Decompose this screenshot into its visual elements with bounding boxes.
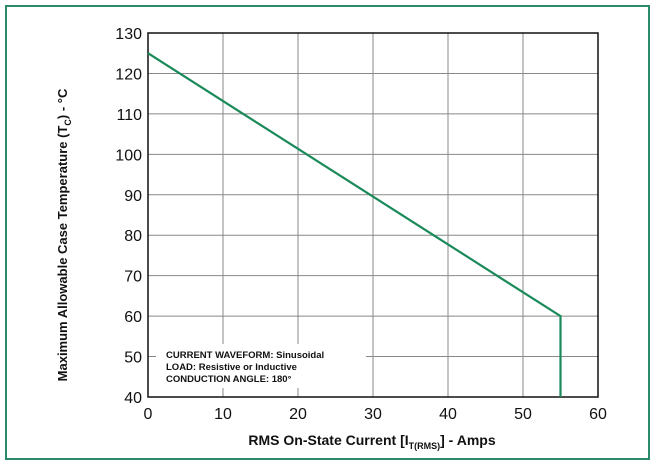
y-tick-label: 90 xyxy=(124,188,142,205)
y-tick-label: 120 xyxy=(115,66,142,83)
x-tick-label: 40 xyxy=(439,406,457,423)
x-tick-label: 30 xyxy=(364,406,382,423)
y-tick-label: 110 xyxy=(116,107,142,124)
y-tick-label: 60 xyxy=(124,309,142,326)
y-tick-label: 70 xyxy=(124,269,142,286)
x-tick-label: 10 xyxy=(214,406,232,423)
x-tick-label: 0 xyxy=(144,406,153,423)
annotation-line-2: LOAD: Resistive or Inductive xyxy=(166,362,297,373)
y-tick-label: 130 xyxy=(115,26,142,43)
annotation-line-3: CONDUCTION ANGLE: 180° xyxy=(166,374,292,385)
tick-labels: 0 10 20 30 40 50 60 40 50 60 70 80 90 100 110 120 130 xyxy=(115,26,607,423)
x-tick-label: 50 xyxy=(514,406,532,423)
y-tick-label: 50 xyxy=(124,350,142,367)
x-tick-label: 20 xyxy=(289,406,307,423)
y-tick-label: 80 xyxy=(124,228,142,245)
annotation-line-1: CURRENT WAVEFORM: Sinusoidal xyxy=(166,350,324,361)
y-tick-label: 100 xyxy=(115,147,142,164)
annotation-box xyxy=(156,344,366,388)
x-axis-title: RMS On-State Current [IT(RMS)] - Amps xyxy=(248,432,495,451)
y-tick-label: 40 xyxy=(124,390,142,407)
series-line xyxy=(147,52,562,397)
x-tick-label: 60 xyxy=(589,406,607,423)
plot-area-border xyxy=(147,32,599,398)
series-layer xyxy=(147,52,562,397)
y-axis-title: Maximum Allowable Case Temperature (TC) … xyxy=(55,88,73,381)
grid xyxy=(147,32,599,398)
